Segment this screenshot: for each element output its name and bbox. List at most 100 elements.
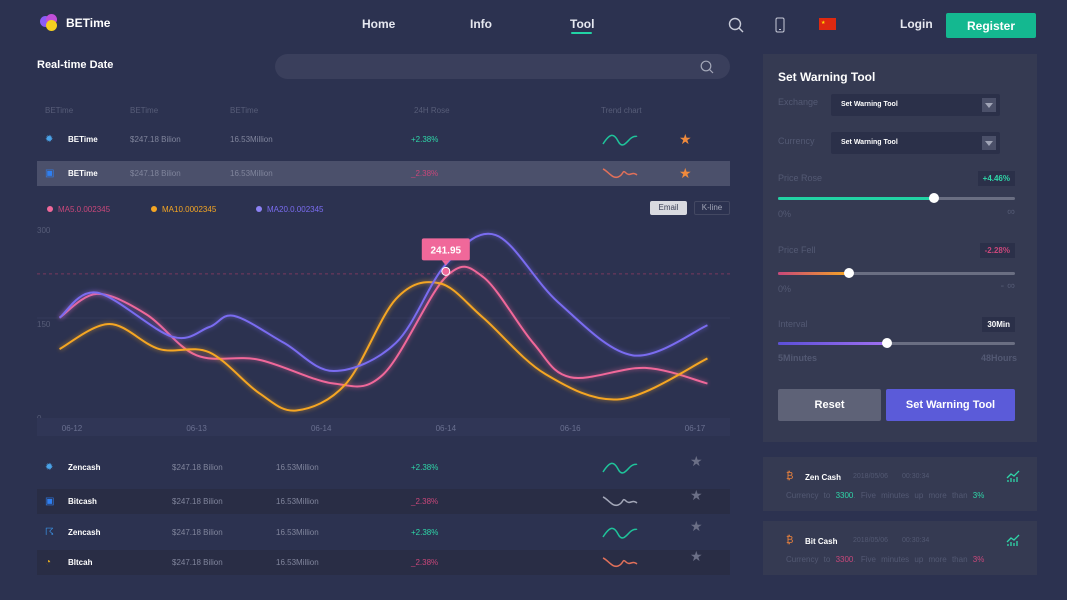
alert-card[interactable]: ₿ Bit Cash 2018/05/06 00:30:34 Currency …	[763, 521, 1037, 575]
alert-message: Currency to 3300. Five minutes up more t…	[786, 555, 985, 564]
alert-date: 2018/05/06	[853, 537, 889, 544]
kline-button[interactable]: K-line	[694, 201, 730, 215]
column-header[interactable]: BETime	[130, 106, 159, 115]
coin-icon: ✹	[45, 134, 54, 145]
email-button[interactable]: Email	[650, 201, 687, 215]
search-input[interactable]	[275, 54, 730, 79]
favorite-star-icon[interactable]: ★	[679, 131, 692, 147]
market-cap: $247.18 Bilion	[130, 135, 181, 144]
volume: 16.53Million	[276, 497, 319, 506]
coin-name[interactable]: BItcah	[68, 558, 93, 567]
alert-coin: Bit Cash	[805, 537, 838, 546]
price-rose-max: ∞	[1007, 206, 1015, 218]
trend-up-icon	[1006, 470, 1020, 482]
series-line-ma10	[59, 281, 708, 412]
column-header[interactable]: 24H Rose	[414, 106, 450, 115]
column-header[interactable]: BETime	[230, 106, 259, 115]
market-cap: $247.18 Bilion	[130, 169, 181, 178]
trend-up-icon	[1006, 534, 1020, 546]
market-cap: $247.18 Bilion	[172, 497, 223, 506]
alert-coin: Zen Cash	[805, 473, 842, 482]
ma-line-chart: 300150006-1206-1306-1406-1406-1606-17241…	[37, 226, 730, 436]
set-warning-button[interactable]: Set Warning Tool	[886, 389, 1015, 421]
coin-icon: ✹	[45, 462, 54, 473]
x-tick-label: 06-17	[685, 424, 706, 433]
volume: 16.53Million	[230, 135, 273, 144]
search-icon[interactable]	[728, 17, 744, 33]
change-24h: +2.38%	[411, 463, 439, 472]
nav-tool[interactable]: Tool	[570, 17, 595, 31]
price-fell-min: 0%	[778, 284, 792, 294]
brand-logo[interactable]: BETime	[40, 14, 110, 32]
svg-text:★: ★	[821, 20, 826, 26]
alert-card[interactable]: ₿ Zen Cash 2018/05/06 00:30:34 Currency …	[763, 457, 1037, 511]
trend-sparkline	[602, 557, 638, 568]
trend-sparkline	[602, 168, 638, 179]
market-cap: $247.18 Bilion	[172, 558, 223, 567]
legend-ma20: MA20.0.002345	[256, 205, 324, 214]
price-rose-label: Price Rose	[778, 173, 823, 183]
logo-icon	[40, 14, 58, 32]
page-title: Real-time Date	[37, 59, 114, 71]
interval-label: Interval	[778, 319, 808, 329]
chevron-down-icon[interactable]	[982, 98, 996, 112]
change-24h: _2.38%	[411, 497, 439, 506]
interval-min: 5Minutes	[778, 353, 818, 363]
column-header[interactable]: BETime	[45, 106, 74, 115]
mobile-icon[interactable]	[775, 17, 785, 33]
price-fell-value: -2.28%	[979, 243, 1015, 258]
table-row[interactable]: ◔ BItcah $247.18 Bilion 16.53Million _2.…	[37, 548, 730, 575]
table-row[interactable]: ☈ Zencash $247.18 Bilion 16.53Million +2…	[37, 518, 730, 545]
table-row[interactable]: ✹ Zencash $247.18 Bilion 16.53Million +2…	[37, 453, 730, 480]
currency-select[interactable]: Set Warning Tool	[831, 132, 1000, 154]
slider-handle[interactable]	[844, 268, 855, 278]
change-24h: +2.38%	[411, 528, 439, 537]
coin-name[interactable]: Bitcash	[68, 497, 97, 506]
interval-max: 48Hours	[980, 353, 1017, 363]
trend-sparkline	[602, 496, 638, 507]
favorite-star-icon[interactable]: ★	[690, 487, 703, 503]
x-tick-label: 06-14	[311, 424, 332, 433]
favorite-star-icon[interactable]: ★	[679, 165, 692, 181]
currency-label: Currency	[778, 136, 815, 146]
tooltip-point[interactable]	[441, 266, 451, 276]
coin-name[interactable]: Zencash	[68, 528, 101, 537]
tooltip-value: 241.95	[431, 245, 462, 256]
price-rose-slider[interactable]	[778, 193, 1015, 203]
nav-info[interactable]: Info	[470, 17, 492, 31]
table-row[interactable]: ✹ BETime $247.18 Bilion 16.53Million +2.…	[37, 127, 730, 152]
search-icon[interactable]	[700, 60, 714, 74]
table-row[interactable]: ▣ Bitcash $247.18 Bilion 16.53Million _2…	[37, 487, 730, 514]
price-fell-label: Price Fell	[778, 245, 816, 255]
interval-value: 30Min	[982, 317, 1015, 332]
alert-time: 00:30:34	[902, 473, 930, 480]
tooltip-pointer	[441, 260, 450, 266]
login-link[interactable]: Login	[900, 17, 933, 31]
alert-message: Currency to 3300. Five minutes up more t…	[786, 491, 985, 500]
favorite-star-icon[interactable]: ★	[690, 453, 703, 469]
coin-name[interactable]: Zencash	[68, 463, 101, 472]
china-flag-icon[interactable]: ★	[819, 18, 836, 30]
legend-ma5: MA5.0.002345	[47, 205, 110, 214]
interval-slider[interactable]	[778, 338, 1015, 348]
coin-name[interactable]: BETime	[68, 135, 98, 144]
chevron-down-icon[interactable]	[982, 136, 996, 150]
slider-handle[interactable]	[882, 338, 893, 348]
nav-home[interactable]: Home	[362, 17, 396, 31]
volume: 16.53Million	[276, 558, 319, 567]
slider-handle[interactable]	[929, 193, 940, 203]
register-button[interactable]: Register	[946, 13, 1036, 38]
change-24h: _2.38%	[411, 169, 439, 178]
x-axis-band	[37, 418, 730, 436]
favorite-star-icon[interactable]: ★	[690, 518, 703, 534]
exchange-select[interactable]: Set Warning Tool	[831, 94, 1000, 116]
warning-tool-panel: Set Warning Tool Exchange Set Warning To…	[763, 54, 1037, 442]
legend-ma10: MA10.0002345	[151, 205, 216, 214]
brand-name: BETime	[66, 16, 111, 30]
coin-icon: ☈	[45, 527, 54, 538]
price-fell-slider[interactable]	[778, 268, 1015, 278]
reset-button[interactable]: Reset	[778, 389, 881, 421]
favorite-star-icon[interactable]: ★	[690, 548, 703, 564]
coin-name[interactable]: BETime	[68, 169, 98, 178]
table-row[interactable]: ▣ BETime $247.18 Bilion 16.53Million _2.…	[37, 161, 730, 186]
